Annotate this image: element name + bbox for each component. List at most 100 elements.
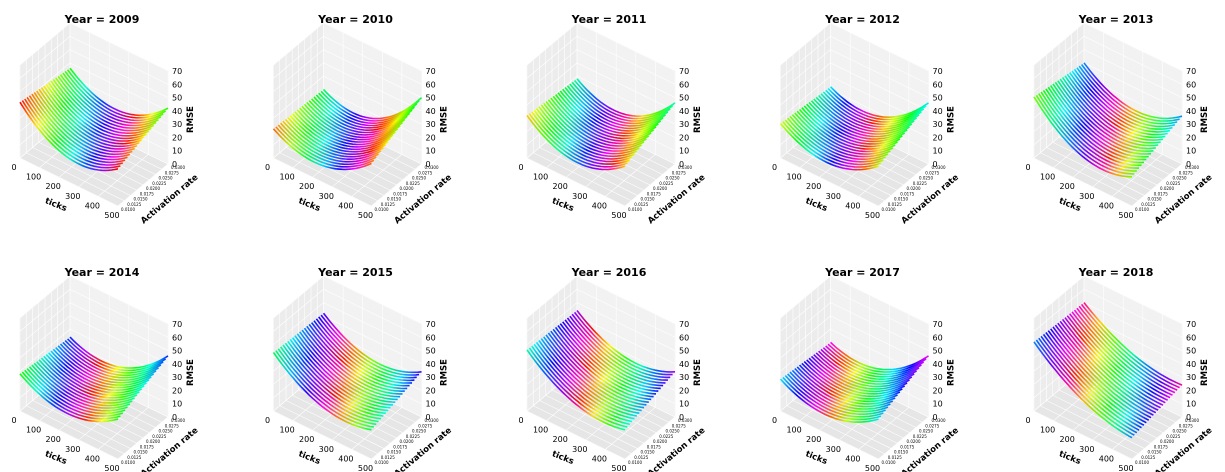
surface-line bbox=[43, 355, 143, 396]
y-tick-label: 0.0275 bbox=[165, 170, 179, 175]
z-tick-label: 50 bbox=[172, 347, 182, 356]
z-tick-label: 0 bbox=[426, 160, 431, 169]
surface-line bbox=[803, 105, 903, 145]
surface-line bbox=[1073, 309, 1173, 396]
surface-line bbox=[801, 362, 901, 400]
surface-line bbox=[806, 359, 906, 395]
surface-line bbox=[280, 122, 379, 163]
surface-line bbox=[272, 352, 372, 431]
y-tick-label: 0.0275 bbox=[672, 170, 686, 175]
x-tick-label: 200 bbox=[46, 182, 61, 191]
y-tick-label: 0.0150 bbox=[641, 450, 655, 455]
z-tick-label: 10 bbox=[172, 147, 182, 156]
surface-line bbox=[1042, 333, 1142, 429]
surface-line bbox=[535, 341, 635, 420]
surface-line bbox=[822, 347, 922, 378]
z-tick-label: 10 bbox=[426, 400, 436, 409]
x-tick-label: 200 bbox=[806, 435, 821, 444]
surface-line bbox=[287, 116, 387, 155]
y-tick-label: 0.0200 bbox=[653, 186, 667, 191]
surface-line bbox=[322, 312, 422, 374]
surface-line bbox=[528, 113, 628, 168]
grid-line-y bbox=[539, 54, 638, 196]
surface-line bbox=[552, 95, 652, 142]
z-axis-label: RMSE bbox=[947, 359, 957, 386]
surface-line bbox=[794, 368, 894, 408]
surface-line bbox=[1064, 75, 1164, 141]
grid-line-y bbox=[1046, 54, 1145, 196]
z-tick-label: 60 bbox=[1186, 80, 1196, 89]
surface-line bbox=[808, 357, 908, 393]
surface-line bbox=[282, 344, 382, 420]
y-tick-label: 0.0200 bbox=[1160, 439, 1174, 444]
grid-line-y bbox=[830, 23, 929, 165]
grid-line-y bbox=[32, 54, 131, 196]
surface-line bbox=[306, 325, 405, 393]
surface-line bbox=[291, 113, 391, 151]
x-tick-label: 0 bbox=[1025, 416, 1030, 425]
panel-title: Year = 2018 bbox=[1078, 266, 1154, 279]
z-tick-label: 20 bbox=[933, 133, 943, 142]
y-tick-label: 0.0225 bbox=[1166, 181, 1180, 186]
x-tick-label: 300 bbox=[572, 192, 587, 201]
panel-title: Year = 2016 bbox=[571, 266, 647, 279]
x-tick-label: 100 bbox=[1040, 173, 1055, 182]
z-tick-label: 40 bbox=[933, 360, 943, 369]
x-tick-label: 500 bbox=[358, 211, 373, 220]
panel-title: Year = 2010 bbox=[317, 13, 393, 26]
y-tick-label: 0.0200 bbox=[907, 439, 921, 444]
y-tick-label: 0.0300 bbox=[171, 165, 185, 170]
z-tick-label: 10 bbox=[1186, 400, 1196, 409]
surface-line bbox=[810, 100, 910, 138]
surface-line bbox=[554, 94, 654, 140]
z-tick-label: 0 bbox=[679, 160, 684, 169]
x-tick-label: 500 bbox=[104, 464, 119, 472]
surface-line bbox=[810, 355, 910, 390]
surface-line bbox=[306, 101, 406, 136]
surface-line bbox=[573, 79, 674, 120]
surface-line bbox=[69, 67, 169, 117]
y-tick-label: 0.0125 bbox=[381, 455, 395, 460]
x-tick-label: 0 bbox=[772, 163, 777, 172]
z-tick-label: 10 bbox=[1186, 147, 1196, 156]
surface-line bbox=[538, 340, 638, 417]
y-tick-label: 0.0200 bbox=[907, 186, 921, 191]
y-tick-label: 0.0100 bbox=[121, 460, 135, 465]
z-tick-label: 10 bbox=[679, 400, 689, 409]
x-tick-label: 400 bbox=[592, 454, 607, 463]
surface-line bbox=[62, 72, 162, 124]
surface-line bbox=[1054, 324, 1154, 416]
z-tick-label: 60 bbox=[1186, 333, 1196, 342]
z-tick-label: 0 bbox=[679, 413, 684, 422]
z-tick-label: 20 bbox=[1186, 133, 1196, 142]
z-tick-label: 40 bbox=[1186, 360, 1196, 369]
surface-line bbox=[1057, 322, 1157, 414]
surface-line bbox=[284, 342, 384, 417]
y-tick-label: 0.0300 bbox=[678, 418, 692, 423]
z-tick-label: 40 bbox=[679, 107, 689, 116]
surface-line bbox=[794, 112, 894, 155]
x-tick-label: 300 bbox=[572, 445, 587, 454]
x-tick-label: 100 bbox=[279, 173, 294, 182]
surface-line bbox=[813, 98, 913, 135]
z-tick-label: 50 bbox=[933, 347, 943, 356]
z-axis-label: RMSE bbox=[440, 106, 450, 133]
x-tick-label: 200 bbox=[553, 435, 568, 444]
surface-line bbox=[564, 86, 664, 130]
surface-line bbox=[1035, 339, 1135, 436]
y-tick-label: 0.0275 bbox=[418, 423, 432, 428]
surface-line bbox=[318, 92, 418, 125]
grid-line-y bbox=[780, 318, 879, 460]
surface-line bbox=[1076, 67, 1176, 128]
grid-line-y bbox=[38, 49, 137, 191]
x-tick-label: 100 bbox=[26, 173, 41, 182]
surface-line bbox=[1033, 341, 1133, 439]
grid-line-y bbox=[19, 65, 119, 207]
z-tick-label: 20 bbox=[172, 133, 182, 142]
surface-line bbox=[825, 89, 925, 123]
z-tick-label: 70 bbox=[679, 320, 689, 329]
surface-line bbox=[1066, 315, 1166, 404]
surface-line bbox=[798, 108, 898, 150]
